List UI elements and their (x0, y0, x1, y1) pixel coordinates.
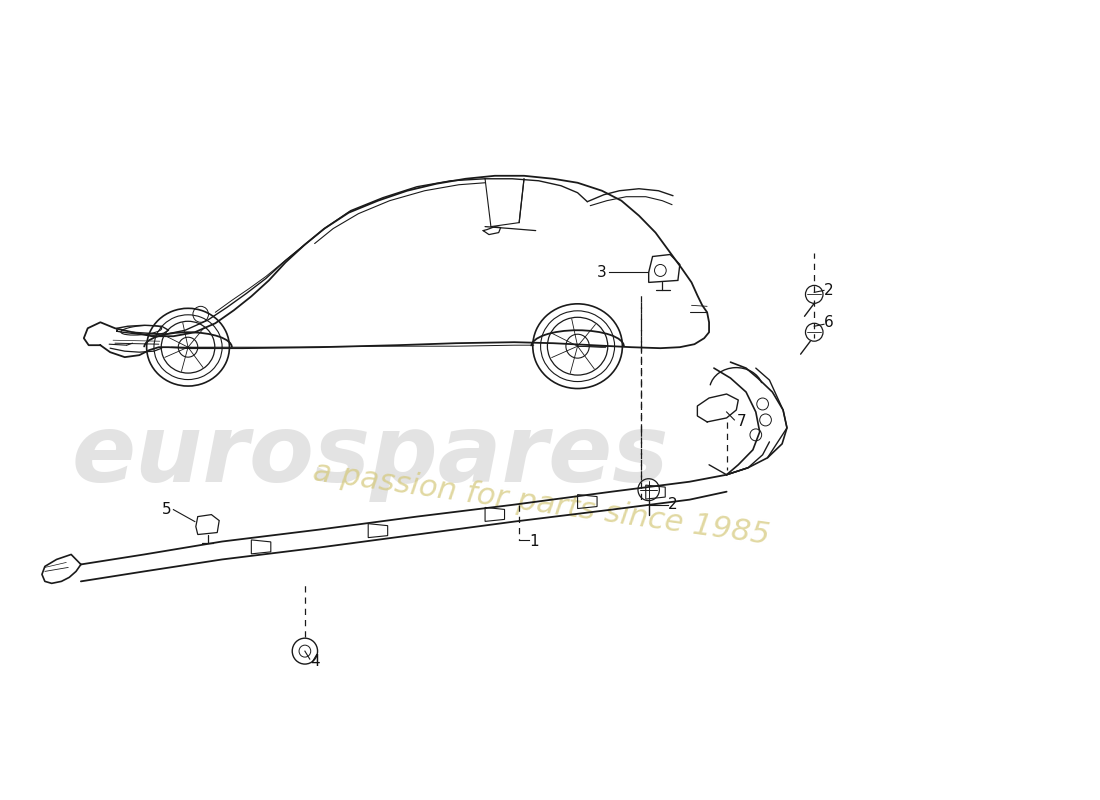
Text: 1: 1 (529, 534, 539, 549)
Text: 3: 3 (597, 265, 607, 280)
Text: 2: 2 (824, 283, 834, 298)
Text: 5: 5 (162, 502, 172, 517)
Text: 7: 7 (736, 414, 746, 430)
Text: 6: 6 (824, 314, 834, 330)
Text: a passion for parts since 1985: a passion for parts since 1985 (311, 458, 772, 550)
Text: 2: 2 (668, 497, 678, 512)
Text: 4: 4 (310, 654, 319, 669)
Text: eurospares: eurospares (72, 410, 669, 502)
